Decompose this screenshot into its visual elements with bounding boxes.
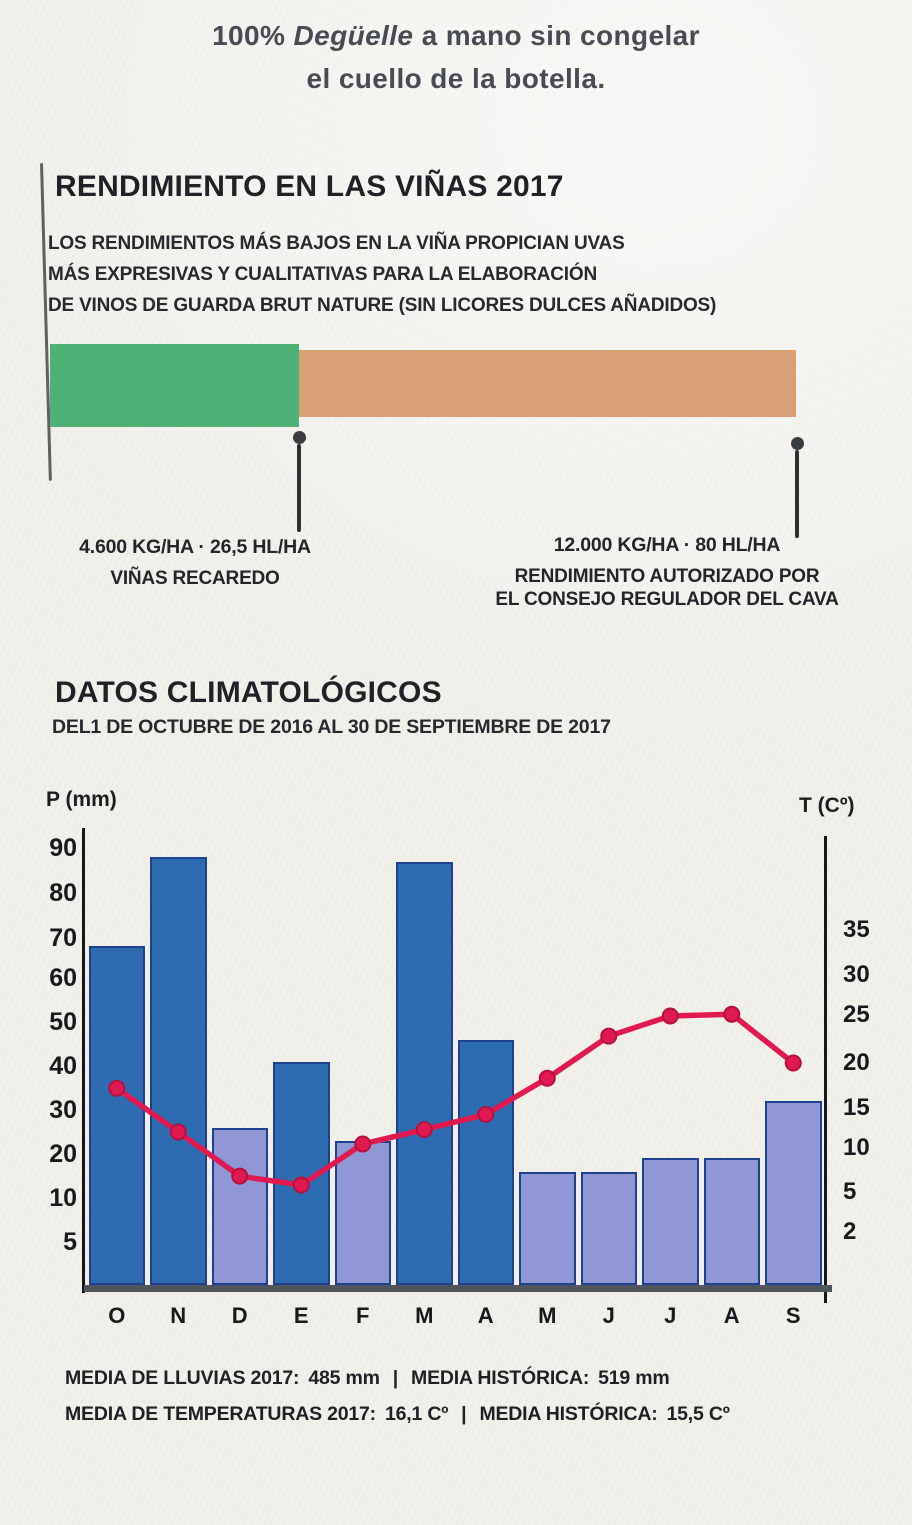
temp-summary-line: MEDIA DE TEMPERATURAS 2017: 16,1 Cº | MEDIA… — [65, 1403, 730, 1425]
authorized-yield-segment — [299, 350, 796, 417]
precip-bar-J-9 — [642, 1158, 699, 1285]
precip-bar-A-10 — [703, 1158, 760, 1285]
yield-description: LOS RENDIMIENTOS MÁS BAJOS EN LA VIÑA PR… — [48, 228, 716, 321]
precip-bar-M-5 — [396, 861, 453, 1285]
month-label-S-11: S — [785, 1303, 801, 1328]
page-title: 100% Degüelle a mano sin congelar el cue… — [0, 14, 912, 100]
authorized-marker-stem — [795, 450, 799, 538]
rain-historic-value: 519 mm — [598, 1367, 670, 1389]
month-label-A-10: A — [723, 1303, 740, 1328]
month-label-A-6: A — [477, 1303, 494, 1328]
precip-tick-70: 70 — [49, 924, 77, 952]
precip-bar-N-1 — [150, 857, 207, 1285]
yield-section-heading: RENDIMIENTO EN LAS VIÑAS 2017 — [55, 170, 564, 203]
month-label-E-3: E — [293, 1303, 309, 1328]
precip-tick-90: 90 — [49, 834, 77, 862]
precip-tick-5: 5 — [63, 1228, 77, 1256]
precip-tick-50: 50 — [49, 1008, 77, 1036]
recaredo-marker-pin-icon — [292, 431, 306, 444]
precip-tick-30: 30 — [49, 1096, 77, 1124]
temp-historic-value: 15,5 Cº — [666, 1403, 730, 1425]
temp-axis-title: T (Cº) — [799, 794, 855, 817]
month-label-D-2: D — [231, 1303, 248, 1328]
climate-date-range: DEL1 DE OCTUBRE DE 2016 AL 30 DE SEPTIEM… — [52, 716, 611, 738]
rain-summary-line: MEDIA DE LLUVIAS 2017: 485 mm | MEDIA HISTÓ… — [65, 1367, 670, 1389]
temp-tick-5: 5 — [843, 1178, 857, 1205]
authorized-yield-values: 12.000 KG/HA · 80 HL/HA — [553, 534, 781, 556]
month-label-J-8: J — [602, 1303, 615, 1328]
month-label-O-0: O — [108, 1303, 126, 1328]
recaredo-marker-stem — [297, 444, 301, 532]
temp-tick-15: 15 — [843, 1094, 870, 1121]
temperature-point-A-10 — [723, 1005, 741, 1023]
temperature-point-M-7 — [538, 1069, 556, 1087]
month-label-M-7: M — [538, 1303, 557, 1328]
precip-bar-F-4 — [334, 1140, 391, 1285]
page-title-line2: el cuello de la botella. — [306, 63, 606, 94]
temp-2017-value: 16,1 Cº — [384, 1403, 449, 1425]
yield-description-line: DE VINOS DE GUARDA BRUT NATURE (SIN LICO… — [48, 295, 717, 316]
temperature-point-J-8 — [600, 1027, 618, 1045]
page-title-line1: 100% Degüelle a mano sin congelar — [212, 20, 700, 51]
precip-tick-10: 10 — [49, 1184, 77, 1212]
temp-tick-2: 2 — [843, 1218, 857, 1245]
temperature-point-J-9 — [661, 1007, 679, 1025]
temp-tick-25: 25 — [843, 1001, 870, 1028]
yield-description-line: LOS RENDIMIENTOS MÁS BAJOS EN LA VIÑA PR… — [48, 233, 625, 254]
right-axis-line — [824, 836, 827, 1303]
precip-bar-J-8 — [580, 1171, 637, 1285]
recaredo-yield-label: 4.600 KG/HA · 26,5 HL/HA VIÑAS RECAREDO — [40, 536, 350, 590]
precip-axis-title: P (mm) — [46, 788, 117, 811]
paper-crease-shadow — [40, 162, 52, 481]
yield-description-line: MÁS EXPRESIVAS Y CUALITATIVAS PARA LA EL… — [48, 264, 597, 285]
authorized-yield-label: 12.000 KG/HA · 80 HL/HA RENDIMIENTO AUTO… — [492, 534, 842, 611]
left-axis-line — [82, 828, 85, 1293]
precip-bar-S-11 — [765, 1101, 822, 1285]
month-label-J-9: J — [664, 1303, 677, 1328]
month-label-N-1: N — [170, 1303, 187, 1328]
temp-tick-30: 30 — [843, 961, 870, 988]
temperature-point-S-11 — [784, 1054, 802, 1072]
precip-tick-80: 80 — [49, 879, 77, 907]
temp-tick-35: 35 — [843, 916, 870, 943]
precip-bar-A-6 — [457, 1039, 514, 1285]
precip-tick-60: 60 — [49, 964, 77, 992]
temp-tick-10: 10 — [843, 1134, 870, 1161]
authorized-yield-name: RENDIMIENTO AUTORIZADO POR EL CONSEJO RE… — [495, 566, 839, 610]
recaredo-yield-name: VIÑAS RECAREDO — [110, 568, 280, 589]
climate-summary-stats: MEDIA DE LLUVIAS 2017: 485 mm | MEDIA HISTÓ… — [65, 1360, 730, 1432]
precip-bar-D-2 — [211, 1127, 268, 1285]
month-label-F-4: F — [356, 1303, 370, 1328]
authorized-marker-pin-icon — [790, 437, 804, 450]
month-label-M-5: M — [415, 1303, 434, 1328]
recaredo-yield-values: 4.600 KG/HA · 26,5 HL/HA — [79, 536, 311, 558]
chart-baseline — [84, 1285, 832, 1292]
precip-tick-40: 40 — [49, 1052, 77, 1080]
precip-bar-E-3 — [273, 1061, 330, 1285]
rain-2017-value: 485 mm — [308, 1367, 380, 1389]
precip-tick-20: 20 — [49, 1140, 77, 1168]
climate-section-heading: DATOS CLIMATOLÓGICOS — [55, 676, 442, 709]
temp-tick-20: 20 — [843, 1049, 870, 1076]
precip-bar-O-0 — [88, 946, 145, 1285]
recaredo-yield-segment — [50, 344, 299, 427]
precip-bar-M-7 — [519, 1171, 576, 1285]
